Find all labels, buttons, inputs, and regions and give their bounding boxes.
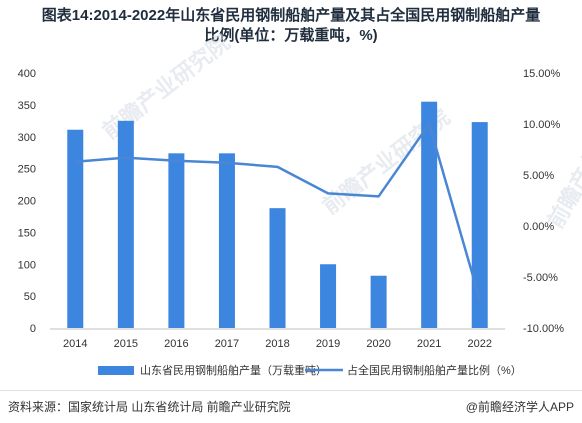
line-series: [75, 122, 481, 300]
series-line: [75, 122, 481, 300]
left-axis-tick-label: 50: [24, 291, 36, 303]
bar: [117, 120, 134, 328]
left-axis-tick-label: 250: [18, 164, 36, 176]
bar: [67, 129, 84, 328]
left-axis-tick-label: 350: [18, 100, 36, 112]
right-axis-tick-label: 0.00%: [523, 221, 554, 233]
legend-swatch-bar: [98, 366, 134, 375]
x-axis-tick-label: 2019: [316, 338, 340, 350]
legend-label-bar: 山东省民用钢制船舶产量（万载重吨）: [140, 363, 327, 377]
x-axis-tick-label: 2020: [366, 338, 390, 350]
footer-divider: [0, 390, 582, 391]
chart-title-line-1: 图表14:2014-2022年山东省民用钢制船舶产量及其占全国民用钢制船舶产量: [41, 7, 541, 24]
x-axis-tick-label: 2017: [215, 338, 239, 350]
left-axis-tick-label: 0: [30, 323, 36, 335]
source-note: 资料来源：国家统计局 山东省统计局 前瞻产业研究院: [8, 400, 291, 414]
bar-series: [67, 101, 488, 329]
right-axis-tick-label: -5.00%: [523, 272, 558, 284]
legend: 山东省民用钢制船舶产量（万载重吨） 占全国民用钢制船舶产量比例（%）: [98, 363, 522, 377]
brand-credit: @前瞻经济学人APP: [465, 400, 574, 414]
x-axis: 2014 2015 2016 2017 2018 2019 2020 2021 2022: [50, 328, 505, 350]
bar: [370, 275, 387, 328]
watermark-text: 前瞻产业研究院: [543, 87, 582, 233]
legend-label-line: 占全国民用钢制船舶产量比例（%）: [347, 363, 522, 377]
x-axis-tick-label: 2022: [467, 338, 491, 350]
left-axis: 0 50 100 150 200 250 300 350 400: [18, 68, 36, 335]
bar: [421, 101, 438, 328]
bar: [168, 153, 185, 328]
chart-title-line-2: 比例(单位：万载重吨，%): [204, 27, 378, 44]
bar: [471, 122, 488, 329]
x-axis-tick-label: 2016: [164, 338, 188, 350]
bar: [269, 208, 286, 328]
left-axis-tick-label: 150: [18, 227, 36, 239]
x-axis-tick-label: 2018: [265, 338, 289, 350]
right-axis: -10.00% -5.00% 0.00% 5.00% 10.00% 15.00%: [523, 68, 564, 335]
x-axis-tick-label: 2014: [63, 338, 87, 350]
left-axis-tick-label: 100: [18, 259, 36, 271]
left-axis-tick-label: 200: [18, 196, 36, 208]
bar: [218, 153, 235, 328]
bar: [320, 264, 337, 328]
right-axis-tick-label: 15.00%: [523, 68, 561, 80]
right-axis-tick-label: 10.00%: [523, 119, 561, 131]
x-axis-tick-label: 2015: [114, 338, 138, 350]
right-axis-tick-label: -10.00%: [523, 323, 564, 335]
x-axis-tick-label: 2021: [417, 338, 441, 350]
left-axis-tick-label: 400: [18, 68, 36, 80]
right-axis-tick-label: 5.00%: [523, 170, 554, 182]
left-axis-tick-label: 300: [18, 132, 36, 144]
